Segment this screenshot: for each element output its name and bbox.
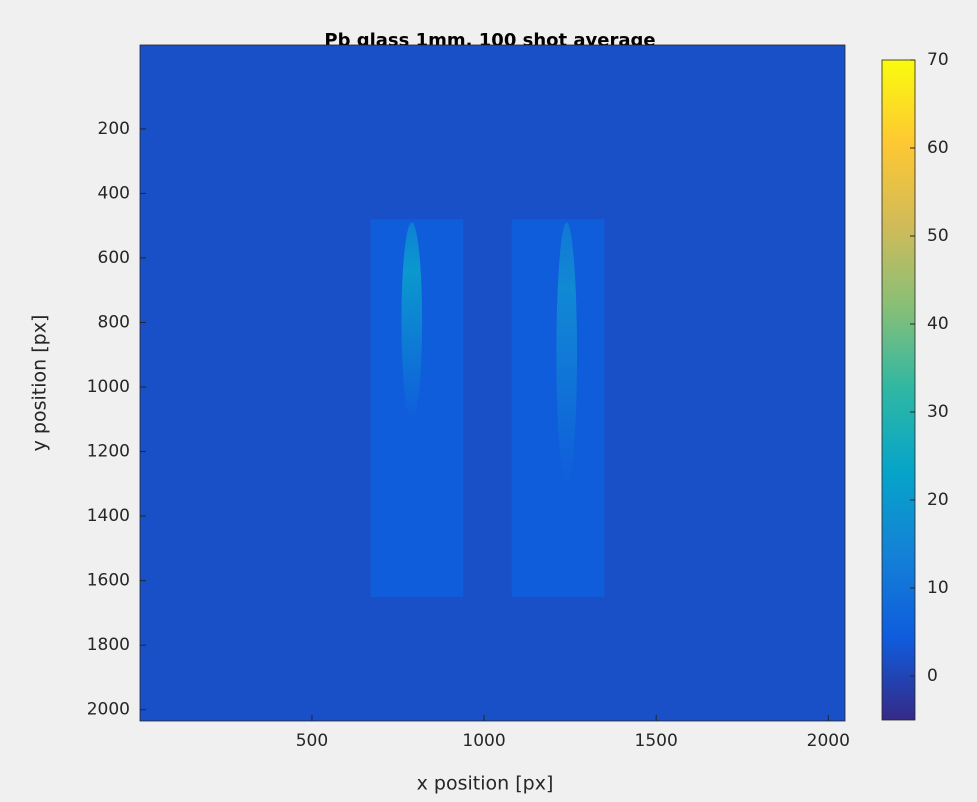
colorbar-tick-label: 30 (927, 402, 949, 422)
colorbar-tick-label: 70 (927, 50, 949, 70)
y-tick-label: 400 (98, 183, 130, 203)
streak (401, 222, 423, 420)
y-tick-label: 2000 (87, 700, 130, 720)
y-tick-label: 600 (98, 248, 130, 268)
colorbar-tick-label: 50 (927, 226, 949, 246)
plot-frame (139, 44, 846, 722)
y-tick-label: 800 (98, 312, 130, 332)
y-axis-label: y position [px] (29, 315, 51, 452)
colorbar-tick-label: 40 (927, 314, 949, 334)
y-tick-label: 1800 (87, 635, 130, 655)
image-background (140, 45, 845, 721)
x-tick-label: 500 (296, 731, 328, 751)
y-tick-label: 1000 (87, 377, 130, 397)
colorbar-tick-label: 60 (927, 138, 949, 158)
streak (556, 222, 578, 484)
colorbar-tick-label: 0 (927, 666, 938, 686)
x-tick-label: 2000 (807, 731, 850, 751)
x-axis-label: x position [px] (417, 773, 554, 795)
y-tick-label: 200 (98, 119, 130, 139)
colorbar (881, 59, 916, 721)
image (140, 45, 845, 721)
y-tick-label: 1400 (87, 506, 130, 526)
y-tick-label: 1200 (87, 442, 130, 462)
y-tick-label: 1600 (87, 571, 130, 591)
x-tick-label: 1000 (462, 731, 505, 751)
colorbar-tick-label: 20 (927, 490, 949, 510)
x-tick-label: 1500 (635, 731, 678, 751)
colorbar-tick-label: 10 (927, 578, 949, 598)
